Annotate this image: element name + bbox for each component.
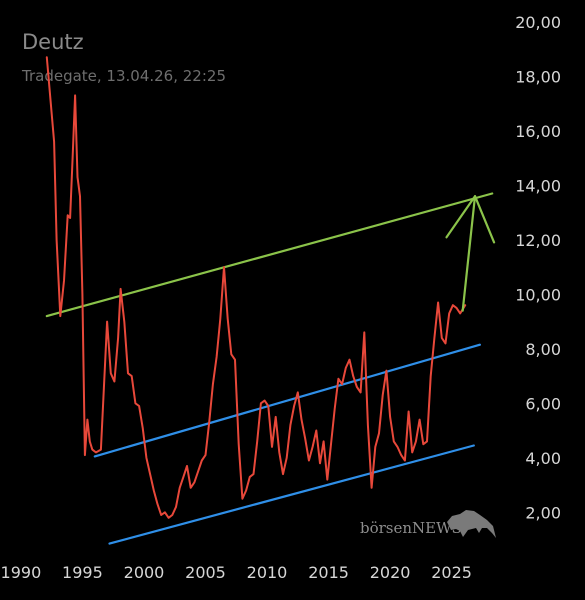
y-tick-label: 12,00 xyxy=(515,231,561,250)
y-tick-label: 18,00 xyxy=(515,67,561,86)
y-tick-label: 4,00 xyxy=(525,449,561,468)
watermark-text: börsenNEWS xyxy=(360,519,462,537)
x-tick-label: 2005 xyxy=(185,563,226,582)
y-tick-label: 6,00 xyxy=(525,394,561,413)
target-arrow-shaft xyxy=(461,195,477,312)
watermark-logo: börsenNEWS xyxy=(360,510,496,538)
y-tick-label: 14,00 xyxy=(515,176,561,195)
x-tick-label: 2000 xyxy=(124,563,165,582)
x-axis: 1990 1995 2000 2005 2010 2015 2020 2025 xyxy=(1,563,472,582)
trendlines-layer xyxy=(45,192,494,545)
target-arrow-layer xyxy=(445,195,496,312)
y-tick-label: 16,00 xyxy=(515,122,561,141)
y-tick-label: 10,00 xyxy=(515,285,561,304)
price-layer xyxy=(45,56,467,519)
chart-subtitle: Tradegate, 13.04.26, 22:25 xyxy=(22,67,226,85)
x-tick-label: 1995 xyxy=(62,563,103,582)
x-tick-label: 2020 xyxy=(370,563,411,582)
target-arrow-head xyxy=(445,195,496,244)
x-tick-label: 2015 xyxy=(308,563,349,582)
trendline-channel-bottom-blue xyxy=(108,444,475,545)
y-tick-label: 8,00 xyxy=(525,340,561,359)
y-tick-label: 2,00 xyxy=(525,503,561,522)
chart-title: Deutz xyxy=(22,30,84,54)
x-tick-label: 2025 xyxy=(431,563,472,582)
trendline-channel-top-blue xyxy=(93,343,481,458)
y-axis: 2,00 4,00 6,00 8,00 10,00 12,00 14,00 16,00 18,0… xyxy=(515,13,561,522)
bull-icon xyxy=(447,510,496,538)
price-series-line xyxy=(45,56,467,519)
x-tick-label: 2010 xyxy=(247,563,288,582)
y-tick-label: 20,00 xyxy=(515,13,561,32)
trendline-upper-green xyxy=(45,192,494,318)
x-tick-label: 1990 xyxy=(1,563,42,582)
